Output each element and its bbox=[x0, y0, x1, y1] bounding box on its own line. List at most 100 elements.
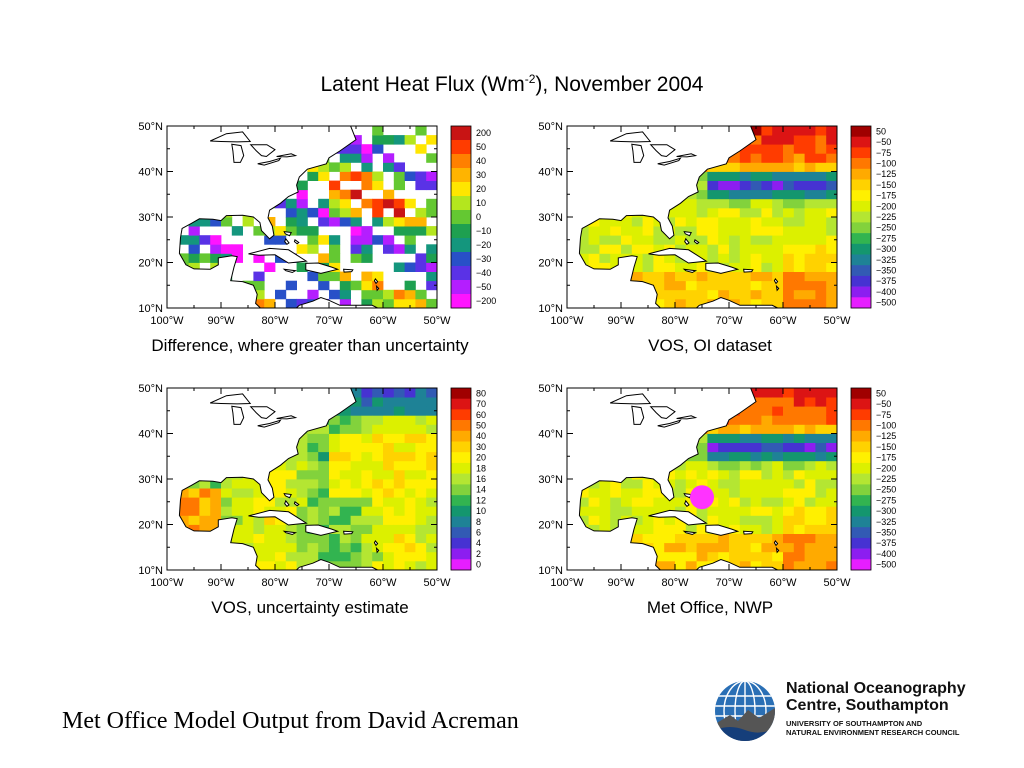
field-cell bbox=[696, 171, 708, 181]
field-cell bbox=[631, 271, 643, 282]
map-vos-uncertainty: 100°W 90°W 80°W 70°W 60°W 50°W 50°N 40°N 30°N 20°… bbox=[138, 383, 486, 589]
colorbar-label: 20 bbox=[476, 453, 486, 463]
colorbar-label: −200 bbox=[876, 201, 896, 211]
field-cell bbox=[804, 406, 816, 416]
field-cell bbox=[253, 280, 265, 291]
field-cell bbox=[783, 217, 795, 227]
field-cell bbox=[415, 542, 427, 553]
field-cell bbox=[307, 235, 319, 245]
field-cell bbox=[718, 189, 730, 200]
field-cell bbox=[707, 171, 719, 181]
field-cell bbox=[339, 479, 351, 489]
field-cell bbox=[772, 524, 784, 534]
land-outline bbox=[375, 546, 380, 554]
field-cell bbox=[350, 542, 362, 553]
field-cell bbox=[826, 126, 837, 136]
field-cell bbox=[621, 497, 633, 507]
field-cell bbox=[793, 515, 805, 525]
field-cell bbox=[296, 226, 308, 236]
field-cell bbox=[783, 153, 795, 163]
field-cell bbox=[739, 406, 751, 416]
field-cell bbox=[210, 515, 222, 525]
colorbar-label: −250 bbox=[876, 485, 896, 495]
field-cell bbox=[329, 162, 341, 172]
land-outline bbox=[283, 230, 292, 237]
colorbar-label: −150 bbox=[876, 180, 896, 190]
lake-outline bbox=[257, 157, 282, 166]
field-cell bbox=[350, 424, 362, 434]
field-cell bbox=[826, 226, 837, 236]
colorbar-swatch bbox=[451, 452, 471, 464]
field-cell bbox=[426, 280, 437, 291]
field-cell bbox=[188, 226, 200, 236]
field-cell bbox=[361, 397, 373, 407]
field-cell bbox=[642, 515, 654, 525]
field-cell bbox=[372, 451, 384, 462]
field-cell bbox=[329, 415, 341, 425]
field-cell bbox=[404, 497, 416, 507]
logo-name: National Oceanography Centre, Southampton bbox=[786, 680, 966, 714]
field-cell bbox=[339, 171, 351, 181]
field-cell bbox=[739, 253, 751, 263]
field-cell bbox=[783, 388, 795, 398]
field-cell bbox=[339, 433, 351, 443]
field-cell bbox=[339, 488, 351, 498]
x-tick-label: 70°W bbox=[715, 577, 743, 589]
x-tick-label: 80°W bbox=[261, 577, 289, 589]
field-cell bbox=[793, 542, 805, 553]
colorbar-swatch bbox=[451, 516, 471, 528]
caption-difference: Difference, where greater than uncertain… bbox=[151, 336, 469, 355]
x-tick-label: 80°W bbox=[261, 315, 289, 327]
field-cell bbox=[761, 280, 773, 291]
field-cell bbox=[707, 189, 719, 200]
field-cell bbox=[296, 189, 308, 200]
colorbar-swatch bbox=[451, 441, 471, 453]
field-cell bbox=[588, 244, 600, 254]
field-cell bbox=[296, 506, 308, 516]
field-cell bbox=[750, 515, 762, 525]
field-cell bbox=[653, 542, 665, 553]
land-outline bbox=[373, 540, 379, 547]
field-cell bbox=[761, 515, 773, 525]
field-cell bbox=[415, 442, 427, 453]
colorbar-label: −350 bbox=[876, 528, 896, 538]
field-cell bbox=[426, 560, 437, 570]
field-cell bbox=[599, 488, 611, 498]
field-cell bbox=[718, 289, 730, 300]
field-cell bbox=[815, 244, 827, 254]
colorbar-swatch bbox=[851, 136, 871, 148]
field-cell bbox=[415, 497, 427, 507]
field-cell bbox=[318, 469, 330, 480]
field-cell bbox=[696, 289, 708, 300]
field-cell bbox=[815, 144, 827, 154]
colorbar-label: −75 bbox=[876, 148, 891, 158]
colorbar-swatch bbox=[851, 254, 871, 266]
x-tick-label: 60°W bbox=[369, 315, 397, 327]
field-cell bbox=[329, 497, 341, 507]
field-cell bbox=[588, 488, 600, 498]
field-cell bbox=[793, 551, 805, 562]
field-cell bbox=[372, 289, 384, 300]
field-cell bbox=[750, 180, 762, 191]
field-cell bbox=[329, 253, 341, 263]
field-cell bbox=[361, 415, 373, 425]
field-cell bbox=[588, 524, 600, 534]
field-cell bbox=[675, 226, 687, 236]
field-cell bbox=[739, 280, 751, 291]
globe-icon bbox=[715, 681, 775, 741]
land-outline bbox=[773, 278, 779, 285]
colorbar-swatch bbox=[451, 420, 471, 432]
map-difference: 100°W 90°W 80°W 70°W 60°W 50°W 50°N 40°N 30°N 20°… bbox=[138, 121, 496, 327]
field-cell bbox=[285, 560, 297, 570]
field-cell bbox=[393, 217, 405, 227]
field-cell bbox=[804, 460, 816, 471]
field-cell bbox=[718, 198, 730, 209]
field-cell bbox=[653, 262, 665, 272]
field-cell bbox=[415, 533, 427, 544]
field-cell bbox=[242, 497, 254, 507]
colorbar-swatch bbox=[451, 182, 471, 197]
field-cell bbox=[653, 298, 665, 308]
colorbar-label: −400 bbox=[876, 287, 896, 297]
field-cell bbox=[177, 235, 189, 245]
lake-outline bbox=[631, 143, 645, 163]
